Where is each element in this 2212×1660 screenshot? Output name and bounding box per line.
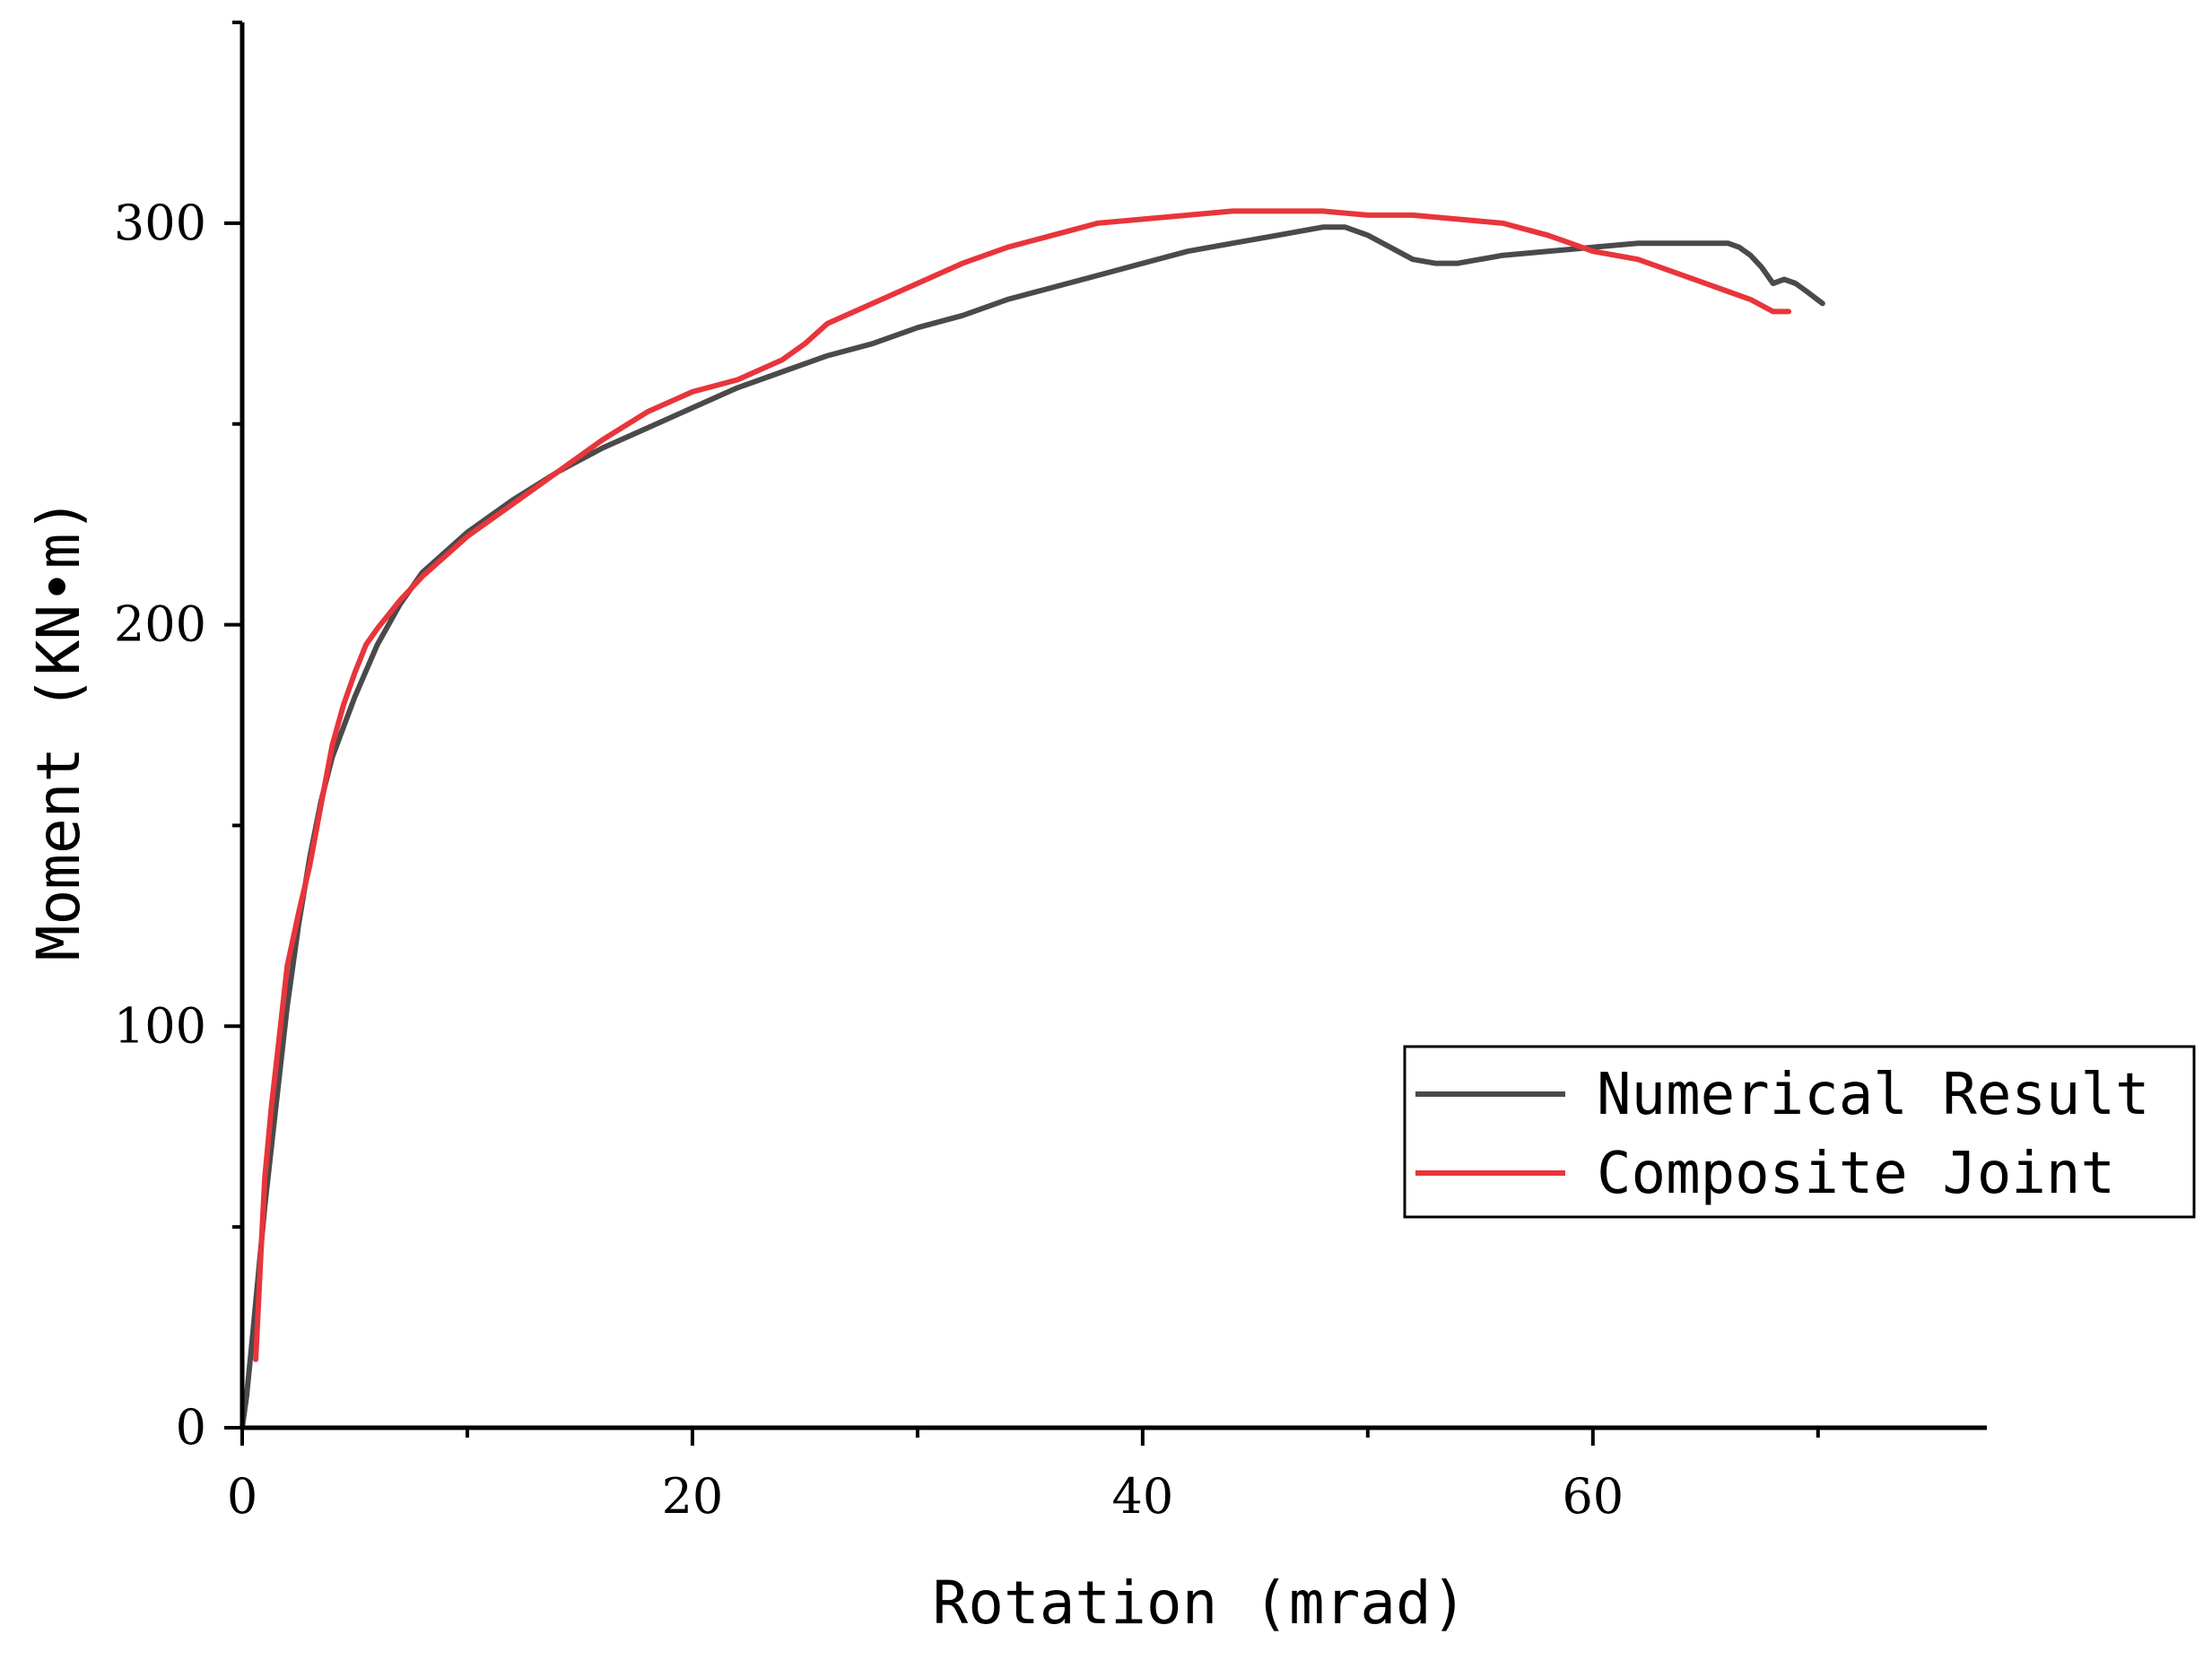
series-line-composite-joint [253,208,1792,1362]
x-tick-label: 60 [1562,1468,1624,1525]
y-tick-label: 100 [114,997,206,1054]
y-tick-label: 200 [114,596,206,653]
x-axis-title: Rotation (mrad) [932,1569,1467,1638]
series-layer [239,208,1825,1430]
x-tick-label: 40 [1112,1468,1174,1525]
legend-label: Numerical Result [1597,1062,2150,1128]
legend-box [1403,1045,2196,1219]
legend: Numerical Result Composite Joint [1403,1045,2196,1219]
legend-label: Composite Joint [1597,1141,2115,1207]
x-tick-label: 0 [227,1468,257,1525]
y-tick-label: 300 [114,195,206,251]
y-axis-title: Moment (KN•m) [24,498,93,961]
y-tick-label: 0 [176,1399,206,1456]
ticks-layer: 0 20 40 60 0 100 200 300 [114,21,1820,1525]
x-tick-label: 20 [662,1468,724,1525]
axes-layer [239,22,1987,1430]
series-line-numerical-result [239,224,1825,1430]
